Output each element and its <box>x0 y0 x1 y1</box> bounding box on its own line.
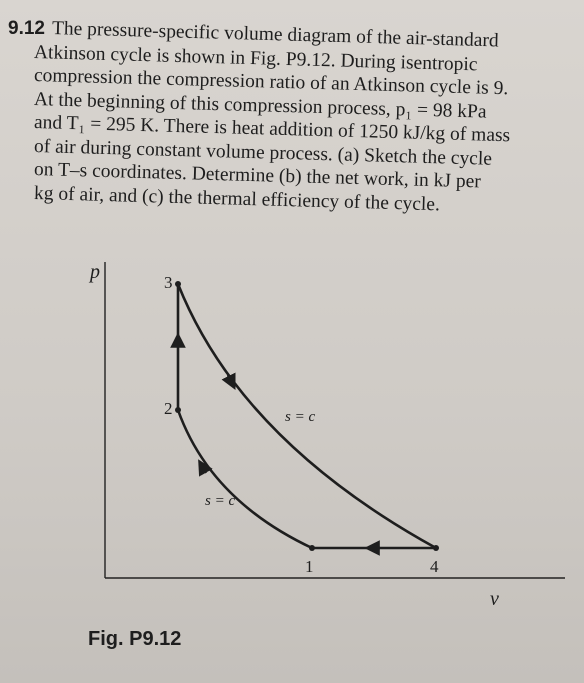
x-axis-label: v <box>490 588 499 610</box>
process-label: s = c <box>285 409 315 425</box>
point-label: 2 <box>164 399 173 418</box>
figure-caption: Fig. P9.12 <box>88 628 181 650</box>
arrow <box>221 372 236 390</box>
cycle <box>170 283 437 556</box>
problem-number: 9.12 <box>8 18 45 39</box>
process-label: s = c <box>205 493 235 509</box>
point-label: 3 <box>164 273 173 292</box>
y-axis-label: p <box>88 261 100 283</box>
point-label: 4 <box>430 557 439 576</box>
process-1-2 <box>176 409 313 550</box>
arrow <box>198 459 213 477</box>
process-3-4 <box>176 283 437 550</box>
point-label: 1 <box>305 557 314 576</box>
